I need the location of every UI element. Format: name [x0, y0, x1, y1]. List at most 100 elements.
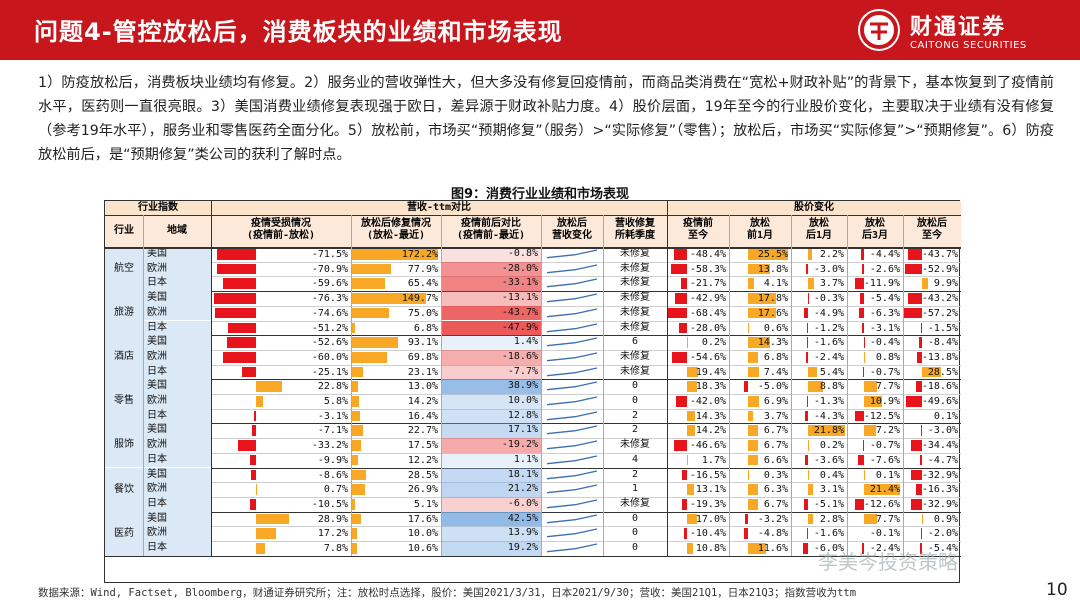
value-bar: [214, 307, 256, 319]
value-text: -52.9%: [921, 263, 958, 275]
value-bar: [804, 410, 808, 422]
value-bar: [917, 351, 922, 363]
column-header: 放松后修复情况 (放松-最近): [351, 215, 441, 247]
value-bar: [352, 528, 357, 539]
grid-line: [143, 215, 144, 556]
value-text: 17.6%: [407, 513, 438, 525]
comparison-cell: 17.1%: [441, 423, 541, 439]
value-text: 3.7%: [819, 278, 844, 290]
value-text: 2.8%: [819, 513, 844, 525]
value-text: 65.4%: [407, 278, 438, 290]
value-bar: [747, 249, 789, 260]
value-bar: [920, 454, 922, 466]
value-text: -5.1%: [813, 498, 844, 510]
trend-sparkline: [546, 411, 598, 421]
data-table: 行业指数 营收-ttm对比 股价变化 行业 地域 疫情受损情况 (疫情前-放松) 放松后修复…: [104, 200, 961, 583]
value-bar: [747, 366, 760, 378]
value-bar: [861, 263, 864, 275]
value-text: -46.6%: [689, 440, 726, 452]
grid-line: [791, 215, 792, 556]
quarters-cell: 未修复: [620, 439, 650, 451]
value-text: -16.5%: [689, 469, 726, 481]
value-text: 14.3%: [695, 410, 726, 422]
value-text: -43.7%: [921, 249, 958, 260]
comparison-cell: -33.1%: [441, 276, 541, 292]
value-text: 6.6%: [763, 454, 788, 466]
value-bar: [673, 249, 687, 260]
column-header: 行业: [105, 215, 143, 247]
value-bar: [352, 469, 367, 481]
value-bar: [919, 543, 922, 554]
value-bar: [674, 440, 687, 451]
value-bar: [352, 543, 358, 554]
value-bar: [863, 396, 883, 407]
value-text: 17.0%: [695, 513, 726, 525]
value-text: -48.4%: [689, 249, 726, 260]
sector-name: 旅游: [105, 291, 143, 336]
value-text: 4.1%: [763, 278, 788, 290]
value-text: 22.8%: [317, 381, 348, 393]
value-text: 25.5%: [757, 249, 788, 260]
value-bar: [744, 528, 748, 539]
value-text: -3.0%: [813, 263, 844, 275]
column-header: 疫情前后对比 (疫情前-最近): [441, 215, 541, 247]
trend-sparkline: [546, 455, 598, 465]
value-text: -51.2%: [311, 322, 348, 334]
value-bar: [251, 425, 256, 437]
value-text: -57.2%: [921, 307, 958, 319]
value-text: 5.1%: [413, 498, 438, 510]
value-text: -1.3%: [813, 396, 844, 407]
value-bar: [255, 543, 265, 554]
value-text: 77.9%: [407, 263, 438, 275]
region-cell: 日本: [143, 496, 211, 512]
value-bar: [747, 322, 749, 334]
value-bar: [250, 498, 256, 510]
value-bar: [250, 454, 256, 466]
region-cell: 日本: [143, 452, 211, 468]
value-text: 14.2%: [407, 396, 438, 407]
value-text: 13.8%: [757, 263, 788, 275]
value-text: 0.8%: [875, 351, 900, 363]
value-text: -3.0%: [927, 425, 958, 437]
value-bar: [907, 293, 922, 304]
value-bar: [214, 293, 256, 304]
value-text: -1.6%: [813, 337, 844, 349]
value-bar: [686, 513, 697, 525]
value-bar: [911, 469, 922, 481]
value-text: 7.7%: [875, 513, 900, 525]
grid-line: [105, 467, 961, 469]
value-bar: [910, 440, 922, 451]
grid-line: [211, 201, 212, 556]
region-cell: 美国: [143, 291, 211, 306]
value-text: 10.6%: [407, 543, 438, 554]
value-text: 10.9%: [869, 396, 900, 407]
quarters-cell: 未修复: [620, 248, 650, 259]
value-bar: [921, 366, 941, 378]
value-text: -0.7%: [869, 366, 900, 378]
comparison-cell: -47.9%: [441, 320, 541, 336]
value-bar: [854, 410, 864, 422]
value-bar: [921, 278, 929, 290]
value-text: -6.3%: [869, 307, 900, 319]
slide-title: 问题4-管控放松后，消费板块的业绩和市场表现: [34, 18, 563, 46]
value-text: 21.4%: [869, 484, 900, 496]
value-bar: [861, 322, 864, 334]
grid-line: [143, 394, 961, 395]
region-cell: 欧洲: [143, 526, 211, 541]
comparison-cell: -28.0%: [441, 261, 541, 277]
value-bar: [747, 484, 758, 495]
value-text: 3.1%: [819, 484, 844, 496]
value-text: -9.9%: [317, 454, 348, 466]
value-text: 17.2%: [317, 528, 348, 540]
value-bar: [747, 454, 759, 466]
region-cell: 日本: [143, 320, 211, 336]
grid-line: [903, 215, 904, 556]
value-text: 69.8%: [407, 351, 438, 363]
value-bar: [862, 543, 864, 554]
value-bar: [806, 396, 808, 407]
value-text: -7.6%: [869, 454, 900, 466]
value-text: 9.9%: [933, 278, 958, 290]
quarters-cell: 0: [631, 512, 639, 524]
trend-sparkline: [546, 264, 598, 274]
comparison-cell: 19.2%: [441, 541, 541, 556]
